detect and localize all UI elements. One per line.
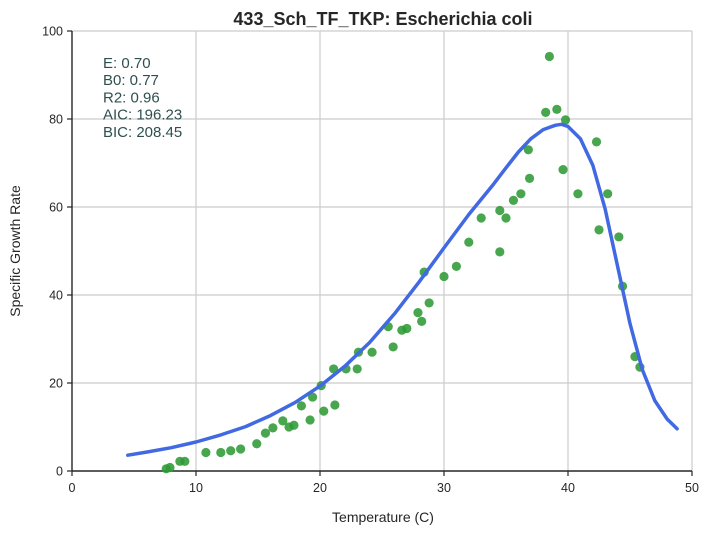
data-point: [573, 189, 583, 199]
data-point: [516, 189, 526, 199]
y-tick-label: 40: [49, 289, 63, 303]
y-tick-label: 80: [49, 113, 63, 127]
data-point: [558, 165, 568, 175]
data-point: [495, 205, 505, 216]
data-point: [413, 308, 423, 318]
data-point: [552, 104, 562, 114]
data-point: [201, 447, 211, 458]
data-point: [402, 323, 412, 334]
data-point: [614, 232, 624, 242]
data-point: [476, 213, 486, 223]
data-point: [180, 456, 190, 466]
data-point: [560, 115, 571, 125]
x-axis-label: Temperature (C): [332, 509, 434, 525]
y-tick-label: 20: [49, 377, 63, 391]
data-point: [260, 428, 271, 438]
data-point: [544, 51, 555, 62]
data-point: [307, 392, 318, 402]
data-point: [508, 195, 519, 205]
x-tick-label: 20: [313, 481, 327, 495]
fit-statistic: R2: 0.96: [103, 89, 160, 106]
fit-statistic: BIC: 208.45: [103, 124, 182, 141]
x-tick-label: 30: [437, 481, 451, 495]
data-point: [296, 401, 306, 411]
data-point: [603, 189, 613, 199]
data-point: [424, 298, 434, 308]
fit-statistic: E: 0.70: [103, 55, 151, 72]
grid: [72, 30, 693, 471]
data-point: [439, 271, 449, 282]
data-point: [464, 237, 474, 247]
data-point: [417, 316, 427, 326]
data-point: [330, 400, 340, 410]
x-tick-label: 0: [69, 481, 76, 495]
x-tick-label: 10: [189, 481, 203, 495]
data-point: [226, 446, 236, 456]
data-point: [289, 420, 299, 430]
fit-curve: [126, 122, 679, 457]
x-tick-label: 40: [561, 481, 575, 495]
ticks: 0 10 20 30 40 50 0 20 40 60 80 100: [42, 25, 699, 496]
data-point: [278, 416, 288, 426]
plot-background: [72, 31, 692, 471]
data-point: [367, 347, 377, 357]
data-point: [594, 225, 604, 235]
data-point: [524, 173, 535, 183]
data-point: [495, 247, 505, 257]
data-point: [268, 423, 278, 433]
data-point: [523, 145, 533, 155]
fit-statistic: B0: 0.77: [103, 72, 159, 89]
x-tick-label: 50: [685, 481, 699, 495]
data-point: [216, 447, 226, 458]
data-point: [305, 415, 315, 425]
data-point: [165, 462, 175, 473]
data-point: [236, 444, 246, 454]
chart-title: 433_Sch_TF_TKP: Escherichia coli: [233, 9, 532, 29]
y-axis-label: Specific Growth Rate: [7, 185, 23, 317]
data-point: [252, 439, 262, 449]
data-point: [451, 261, 461, 271]
y-tick-label: 60: [49, 201, 63, 215]
data-point: [388, 342, 398, 352]
y-tick-label: 100: [42, 25, 63, 39]
data-point: [352, 364, 362, 374]
fit-statistic: AIC: 196.23: [103, 107, 182, 124]
axes: [71, 31, 692, 472]
data-point: [541, 107, 551, 117]
y-tick-label: 0: [56, 465, 63, 479]
data-point: [319, 406, 329, 416]
data-point: [501, 213, 511, 223]
fit-curve-group: [126, 122, 679, 457]
data-point: [591, 137, 602, 147]
